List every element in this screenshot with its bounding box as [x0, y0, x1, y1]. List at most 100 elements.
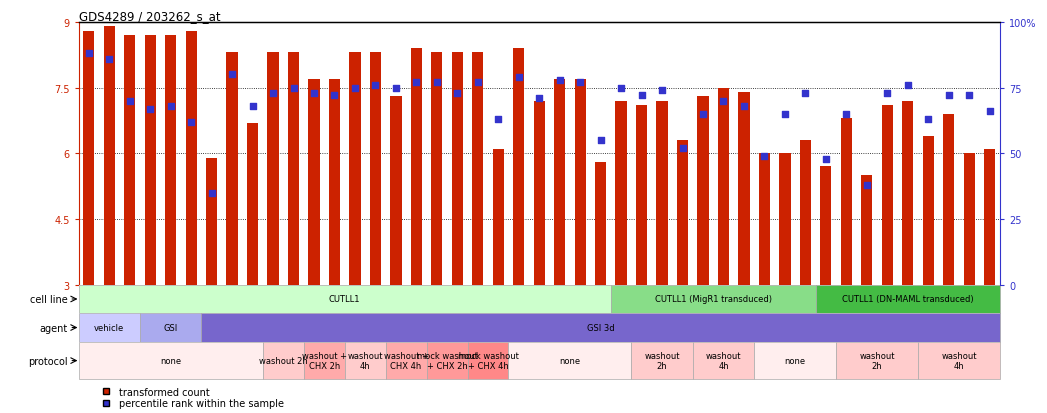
Bar	[816, 285, 1000, 313]
Bar	[575, 80, 585, 285]
Bar	[267, 53, 279, 285]
Bar	[882, 106, 893, 285]
Point	[387, 85, 404, 92]
Bar	[554, 80, 565, 285]
Bar	[165, 36, 176, 285]
Bar	[206, 158, 217, 285]
Point	[428, 80, 445, 86]
Text: washout
4h: washout 4h	[706, 351, 741, 370]
Bar	[918, 342, 1000, 380]
Bar	[738, 93, 750, 285]
Point	[736, 103, 753, 110]
Point	[612, 85, 629, 92]
Bar	[309, 80, 319, 285]
Bar	[963, 154, 975, 285]
Bar	[779, 154, 790, 285]
Bar	[426, 342, 468, 380]
Point	[859, 182, 875, 189]
Bar	[595, 163, 606, 285]
Bar	[201, 313, 1000, 342]
Bar	[472, 53, 484, 285]
Bar	[800, 141, 811, 285]
Bar	[616, 102, 627, 285]
Text: none: none	[160, 356, 181, 365]
Point	[920, 116, 937, 123]
Point	[326, 93, 342, 100]
Point	[593, 138, 609, 144]
Point	[777, 111, 794, 118]
Point	[183, 119, 200, 126]
Point	[510, 74, 527, 81]
Bar	[125, 36, 135, 285]
Bar	[247, 123, 259, 285]
Bar	[410, 49, 422, 285]
Point	[715, 98, 732, 105]
Point	[469, 80, 486, 86]
Bar	[697, 97, 709, 285]
Point	[531, 95, 548, 102]
Bar	[693, 342, 754, 380]
Bar	[837, 342, 918, 380]
Point	[940, 93, 957, 100]
Text: CUTLL1: CUTLL1	[329, 295, 360, 304]
Point	[552, 77, 569, 84]
Point	[961, 93, 978, 100]
Text: washout
2h: washout 2h	[644, 351, 680, 370]
Bar	[263, 342, 304, 380]
Text: GSI: GSI	[163, 323, 178, 332]
Point	[981, 109, 998, 115]
Bar	[534, 102, 544, 285]
Bar	[636, 106, 647, 285]
Legend: transformed count, percentile rank within the sample: transformed count, percentile rank withi…	[92, 383, 288, 413]
Point	[653, 88, 670, 94]
Bar	[862, 176, 872, 285]
Point	[101, 56, 117, 63]
Bar	[468, 342, 509, 380]
Point	[818, 156, 834, 162]
Bar	[759, 154, 770, 285]
Text: mock washout
+ CHX 4h: mock washout + CHX 4h	[458, 351, 518, 370]
Point	[306, 90, 322, 97]
Point	[224, 72, 241, 78]
Bar	[304, 342, 344, 380]
Bar	[718, 88, 729, 285]
Point	[81, 51, 97, 57]
Point	[572, 80, 588, 86]
Bar	[83, 31, 94, 285]
Point	[756, 153, 773, 160]
Point	[347, 85, 363, 92]
Point	[449, 90, 466, 97]
Text: washout
2h: washout 2h	[860, 351, 895, 370]
Bar	[140, 313, 201, 342]
Point	[121, 98, 138, 105]
Bar	[385, 342, 426, 380]
Point	[878, 90, 895, 97]
Bar	[631, 342, 693, 380]
Bar	[144, 36, 156, 285]
Bar	[451, 53, 463, 285]
Bar	[329, 80, 340, 285]
Text: agent: agent	[39, 323, 67, 333]
Bar	[493, 150, 504, 285]
Bar	[185, 31, 197, 285]
Point	[633, 93, 650, 100]
Bar	[79, 285, 610, 313]
Text: washout
4h: washout 4h	[941, 351, 977, 370]
Bar	[841, 119, 852, 285]
Text: vehicle: vehicle	[94, 323, 125, 332]
Bar	[903, 102, 913, 285]
Text: CUTLL1 (MigR1 transduced): CUTLL1 (MigR1 transduced)	[654, 295, 772, 304]
Point	[408, 80, 425, 86]
Point	[797, 90, 814, 97]
Bar	[513, 49, 525, 285]
Point	[674, 145, 691, 152]
Bar	[79, 313, 140, 342]
Point	[265, 90, 282, 97]
Bar	[79, 342, 263, 380]
Point	[285, 85, 302, 92]
Text: washout
4h: washout 4h	[348, 351, 383, 370]
Bar	[509, 342, 631, 380]
Bar	[754, 342, 837, 380]
Bar	[922, 136, 934, 285]
Point	[244, 103, 261, 110]
